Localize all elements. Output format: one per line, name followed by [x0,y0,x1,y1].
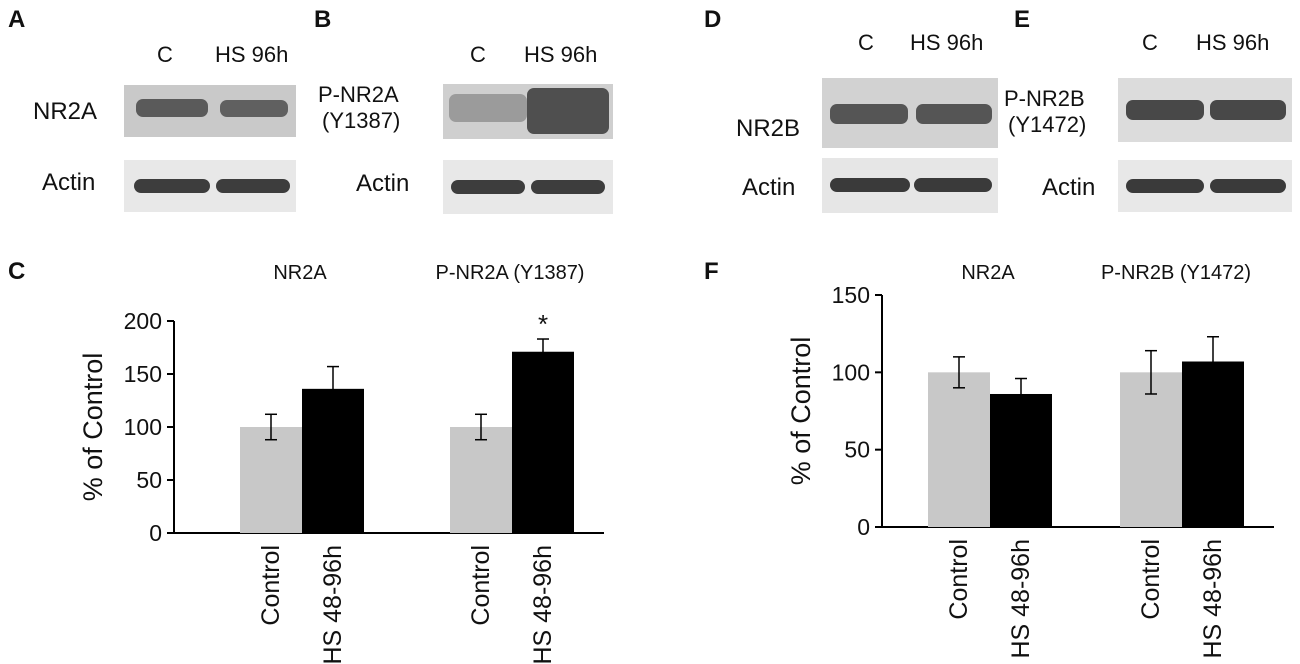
lane-label-control: C [157,42,173,67]
blot-p-nr2b [1118,78,1292,142]
lane-label-hs96h: HS 96h [910,30,984,55]
blot-label-actin-b: Actin [356,170,410,197]
blot-actin-e [1118,160,1292,212]
blot-label-p-nr2a: P-NR2A (Y1387) [318,82,400,134]
x-category-label: Control [257,545,285,626]
y-tick-label: 100 [124,414,162,440]
blot-nr2a [124,85,296,137]
lane-label-hs96h: HS 96h [1196,30,1270,55]
significance-marker: * [538,309,548,339]
bar [240,427,302,533]
x-category-label: HS 48-96h [529,545,557,664]
lane-label-hs96h: HS 96h [215,42,289,67]
blot-label-p-nr2a-line2: (Y1387) [322,108,401,133]
lane-label-control: C [858,30,874,55]
bar [1182,361,1244,527]
y-tick-label: 200 [124,308,162,334]
lane-label-hs96h: HS 96h [524,42,598,67]
blot-label-actin-a: Actin [42,169,96,196]
group-title: NR2A [273,262,327,284]
y-tick-label: 0 [857,514,870,540]
y-tick-label: 150 [832,282,870,308]
blot-label-p-nr2b: P-NR2B (Y1472) [1004,86,1086,138]
bar [302,388,364,533]
y-tick-label: 50 [844,437,870,463]
blot-actin-b [443,160,613,214]
lane-label-control: C [470,42,486,67]
y-tick-label: 50 [136,467,162,493]
x-category-label: Control [945,539,973,620]
group-title: P-NR2A (Y1387) [436,262,585,284]
blot-p-nr2a [443,84,613,139]
x-category-label: HS 48-96h [1199,539,1227,659]
bar [990,393,1052,527]
panel-letter-a: A [8,6,26,33]
y-tick-label: 100 [832,359,870,385]
blot-actin-a [124,160,296,212]
panel-letter-e: E [1014,6,1031,33]
blot-nr2b [822,78,998,148]
bar [928,372,990,527]
y-axis-label: % of Control [78,353,108,502]
blot-actin-d [822,158,998,213]
x-category-label: HS 48-96h [319,545,347,664]
blot-label-nr2b: NR2B [736,115,801,142]
panel-letter-f: F [704,258,719,285]
panel-letter-d: D [704,6,722,33]
y-axis-label: % of Control [786,337,816,486]
panel-letter-c: C [8,258,26,285]
chart-f: 0 50 100 150 % of Control NR2A Control HS 48-96… [786,262,1274,659]
blot-label-p-nr2b-line2: (Y1472) [1008,112,1087,137]
x-category-label: Control [467,545,495,626]
blot-label-p-nr2b-line1: P-NR2B [1004,86,1085,111]
y-tick-label: 0 [149,520,162,546]
chart-c: 0 50 100 150 200 % of Control NR2A Control HS 48… [78,262,604,664]
group-title: NR2A [961,262,1015,284]
group-title: P-NR2B (Y1472) [1101,262,1251,284]
x-category-label: HS 48-96h [1007,539,1035,659]
blot-label-actin-e: Actin [1042,174,1096,201]
blot-label-nr2a: NR2A [33,98,98,125]
panel-letter-b: B [314,6,332,33]
blot-label-actin-d: Actin [742,174,796,201]
bar [1120,372,1182,527]
x-category-label: Control [1137,539,1165,620]
y-tick-label: 150 [124,361,162,387]
blot-label-p-nr2a-line1: P-NR2A [318,82,399,107]
lane-label-control: C [1142,30,1158,55]
bar [512,351,574,533]
bar [450,427,512,533]
